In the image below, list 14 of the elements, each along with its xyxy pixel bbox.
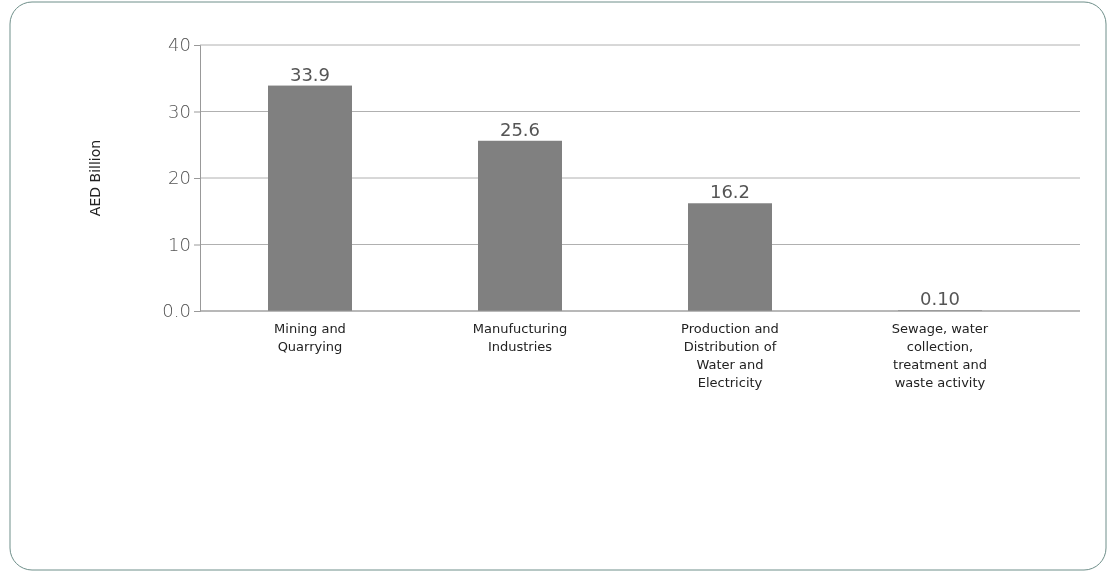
y-axis-title: AED Billion — [87, 139, 103, 217]
y-tick-label: 20 — [168, 167, 191, 189]
y-tick-label: 10 — [168, 233, 191, 255]
data-label: 16.2 — [709, 181, 751, 203]
x-tick-label: Production and Distribution of Water and Electricity — [681, 321, 779, 390]
y-tick-label: 30 — [168, 100, 191, 122]
x-tick-label: Manufucturing Industries — [472, 321, 568, 354]
x-tick-label: Sewage, water collection, treatment and waste activity — [891, 321, 989, 390]
y-tick-label: 0.0 — [162, 300, 191, 322]
data-label: 33.9 — [289, 63, 331, 85]
x-tick-label: Mining and Quarrying — [274, 321, 346, 354]
y-tick-label: 40 — [168, 34, 191, 56]
data-label: 25.6 — [499, 118, 541, 140]
data-label: 0.10 — [919, 288, 961, 310]
